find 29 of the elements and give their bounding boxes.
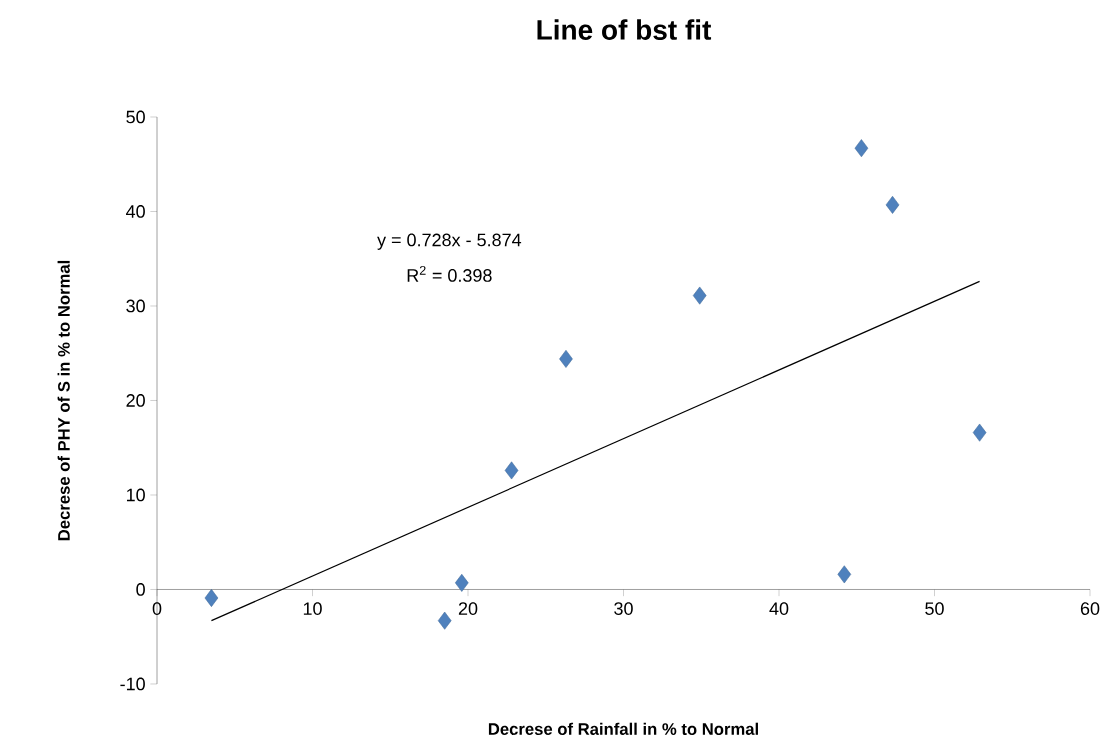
point [559,349,573,368]
x-axis-title: Decrese of Rainfall in % to Normal [488,722,758,735]
x-tick-label: 20 [458,602,478,615]
x-tick-label: 50 [925,602,944,615]
x-tick-label: 60 [1080,602,1100,615]
point [854,139,869,158]
annotation: R$^{2}$ = 0.398 [407,265,492,282]
annotation: y = 0.728x - 5.874 [377,233,522,250]
x-tick-label: 30 [614,602,633,615]
point [837,565,852,584]
y-tick-label: 10 [126,488,145,502]
y-tick-label: 20 [126,394,145,407]
y-tick-label: -10 [120,677,145,691]
x-tick-label: 0 [152,602,162,615]
x-tick-label: 10 [303,602,322,615]
point [885,195,900,214]
y-tick-label: 40 [126,205,145,218]
y-tick-label: 50 [126,110,145,124]
point [504,461,519,480]
point [455,573,469,592]
chart-title: Line of bst fit [537,19,712,40]
y-axis-title: Decrese of PHY of S in % to Normal [57,260,70,541]
point [692,286,707,305]
y-tick-label: 30 [126,299,145,313]
point [972,423,987,442]
y-tick-label: 0 [136,583,145,596]
x-tick-label: 40 [769,602,789,615]
point [437,611,452,630]
point [204,589,219,607]
